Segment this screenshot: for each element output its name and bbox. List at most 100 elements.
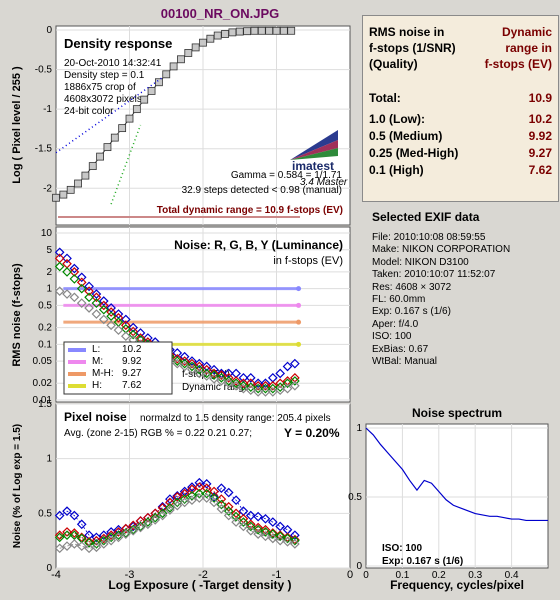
rms-header-right: Dynamic range in f-stops (EV): [485, 24, 552, 72]
logo-shape: [290, 148, 338, 160]
noise-point: [187, 361, 197, 372]
pixel-noise-point: [91, 542, 102, 553]
density-point: [213, 31, 222, 40]
rms-row: 0.25 (Med-High) 9.27: [369, 145, 552, 162]
dynamic-range-text: Total dynamic range = 10.9 f-stops (EV): [157, 205, 343, 216]
logo-text: imatest: [292, 159, 334, 173]
exif-row: Make: NIKON CORPORATION: [372, 244, 511, 256]
rms-header-line: f-stops (EV): [484, 57, 552, 71]
pixel-noise-point: [245, 519, 256, 530]
spectrum-exp: Exp: 0.167 s (1/6): [382, 556, 463, 567]
noise-point: [179, 351, 190, 362]
rms-header-line: (Quality): [369, 57, 418, 71]
pixel-noise-point: [62, 506, 72, 516]
pixel-noise-point: [253, 511, 263, 522]
noise-point: [216, 370, 227, 380]
pixel-panel-subtitle: normalzd to 1.5 density range: 205.4 pix…: [140, 413, 331, 424]
noise-point: [253, 383, 263, 394]
noise-point: [216, 372, 227, 383]
rms-row: Total: 10.9: [369, 90, 552, 107]
pixel-noise-point: [260, 513, 271, 524]
pixel-noise-point: [150, 515, 161, 525]
density-point: [177, 55, 185, 64]
pixel-noise-point: [194, 493, 205, 503]
pixel-noise-point: [201, 483, 212, 494]
noise-point: [120, 331, 131, 342]
y-tick-label: 0.05: [33, 356, 53, 367]
noise-note: f-stop (EV): [182, 369, 230, 380]
steps-text: 32.9 steps detected < 0.98 (manual): [182, 185, 342, 196]
pixel-noise-point: [150, 512, 161, 523]
noise-point: [84, 292, 94, 303]
noise-point: [209, 370, 219, 380]
x-tick-label: 0: [363, 570, 369, 581]
pixel-noise-point: [150, 508, 161, 519]
spectrum-panel: [365, 423, 549, 569]
noise-point: [209, 364, 219, 375]
pixel-noise-point: [62, 541, 72, 551]
pixel-noise-point: [91, 532, 102, 543]
noise-point: [179, 356, 190, 366]
noise-point: [201, 371, 212, 381]
pixel-noise-point: [143, 512, 153, 523]
pixel-noise-point: [238, 517, 249, 527]
legend-label: M:: [92, 356, 103, 367]
pixel-noise-point: [128, 524, 139, 535]
y-tick-label: 5: [46, 245, 52, 256]
density-info-line: 1886x75 crop of: [64, 82, 136, 93]
noise-point: [106, 311, 116, 322]
spectrum-grid: 1 0.5 00 0.1 0.2 0.3 0.4: [348, 423, 548, 581]
density-ylabel: Log ( Pixel level / 255 ): [11, 66, 23, 184]
density-point: [279, 26, 288, 35]
noise-point: [231, 380, 241, 391]
exif-row: Aper: f/4.0: [372, 318, 419, 330]
density-point: [147, 87, 156, 95]
x-axis-label: Log Exposure ( -Target density ): [108, 578, 291, 592]
noise-point: [275, 368, 286, 379]
rms-row: 1.0 (Low): 10.2: [369, 111, 552, 128]
x-tick-label: 0.2: [432, 570, 446, 581]
noise-point: [91, 309, 102, 319]
noise-point: [290, 376, 300, 386]
y-tick-label: 0.1: [38, 339, 52, 350]
pixel-noise-point: [54, 543, 65, 554]
logo-subtext: 3.4 Master: [300, 177, 348, 188]
logo-shape: [290, 140, 338, 160]
rms-row-value: 10.9: [528, 91, 552, 105]
pixel-noise-point: [157, 510, 168, 521]
density-point: [81, 171, 90, 180]
pixel-noise-point: [135, 516, 146, 526]
exif-rows: File: 2010:10:08 08:59:55 Make: NIKON COR…: [372, 232, 557, 368]
pixel-noise-point: [98, 535, 109, 546]
noise-point: [282, 383, 293, 394]
chart-title: 00100_NR_ON.JPG: [160, 6, 280, 21]
pixel-ylabel: Noise (% of Log exp = 1.5): [12, 424, 23, 548]
noise-point: [91, 292, 102, 303]
legend-label: M-H:: [92, 368, 114, 379]
density-info-line: 24-bit color: [64, 106, 114, 117]
x-tick-label: -3: [125, 569, 135, 581]
noise-point: [245, 378, 256, 389]
quality-bar-end: [296, 341, 302, 347]
rms-header-line: RMS noise in: [369, 25, 445, 39]
noise-point: [223, 376, 234, 386]
noise-point: [76, 283, 87, 294]
noise-point: [54, 247, 65, 258]
pixel-noise-point: [69, 510, 80, 521]
density-point: [66, 185, 75, 194]
density-point: [169, 62, 178, 71]
rms-row-label: Total:: [369, 91, 401, 105]
pixel-noise-point: [267, 517, 278, 527]
pixel-noise-point: [54, 530, 65, 541]
rms-rows: Total: 10.9 1.0 (Low): 10.2 0.5 (Medium) 9.92…: [369, 90, 552, 179]
legend-label: L:: [92, 344, 100, 355]
exif-row: Model: NIKON D3100: [372, 256, 469, 268]
pixel-noise-point: [201, 488, 212, 499]
noise-point: [194, 368, 205, 379]
y-tick-label: 0.01: [33, 395, 53, 406]
exif-row: Taken: 2010:10:07 11:52:07: [372, 269, 496, 281]
spectrum-plot: [365, 427, 548, 522]
noise-point: [69, 274, 80, 284]
rms-row: 0.1 (High) 7.62: [369, 162, 552, 179]
